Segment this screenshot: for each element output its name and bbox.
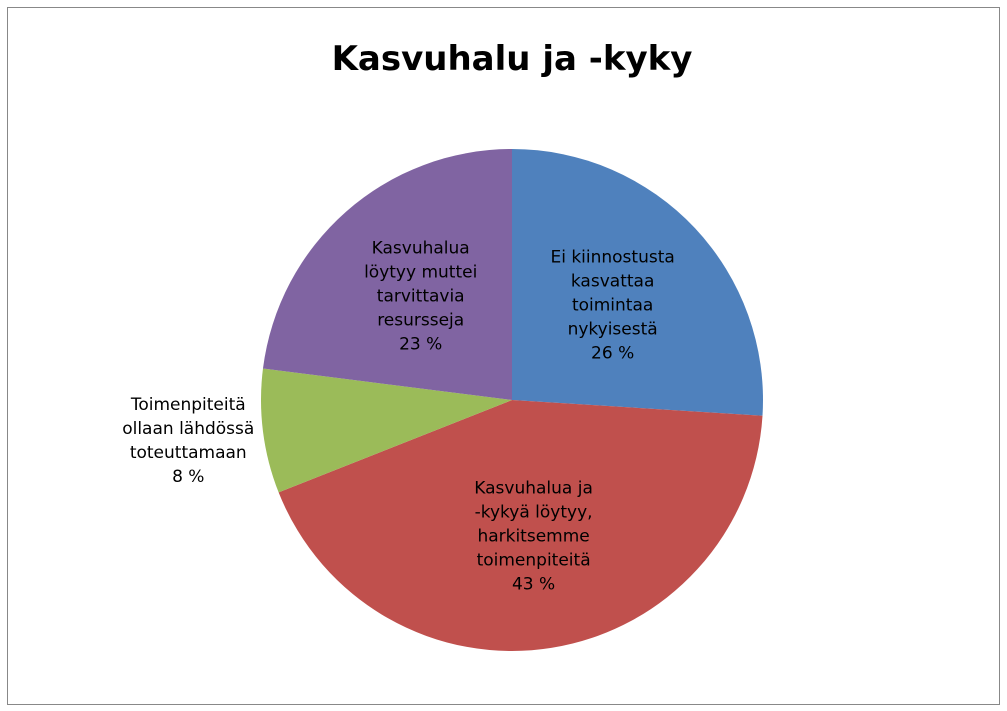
chart-title: Kasvuhalu ja -kyky	[332, 39, 693, 79]
pie-slice	[278, 400, 763, 651]
pie-slice	[512, 149, 763, 416]
slice-label: Kasvuhalua ja -kykyä löytyy, harkitsemme to…	[474, 478, 593, 570]
slice-value-label: 23 %	[399, 334, 442, 354]
pie-slice	[262, 149, 512, 400]
slice-value-label: 26 %	[591, 343, 634, 363]
slice-label: Ei kiinnostusta kasvattaa toimintaa nykyise…	[550, 247, 674, 339]
pie-slice	[261, 368, 512, 493]
slice-value-label: 8 %	[172, 467, 204, 487]
slice-label: Kasvuhalua löytyy muttei tarvittavia resurs…	[364, 238, 477, 330]
slice-value-label: 43 %	[512, 574, 555, 594]
slice-label: Toimenpiteitä ollaan lähdössä toteuttamaan	[122, 395, 254, 463]
